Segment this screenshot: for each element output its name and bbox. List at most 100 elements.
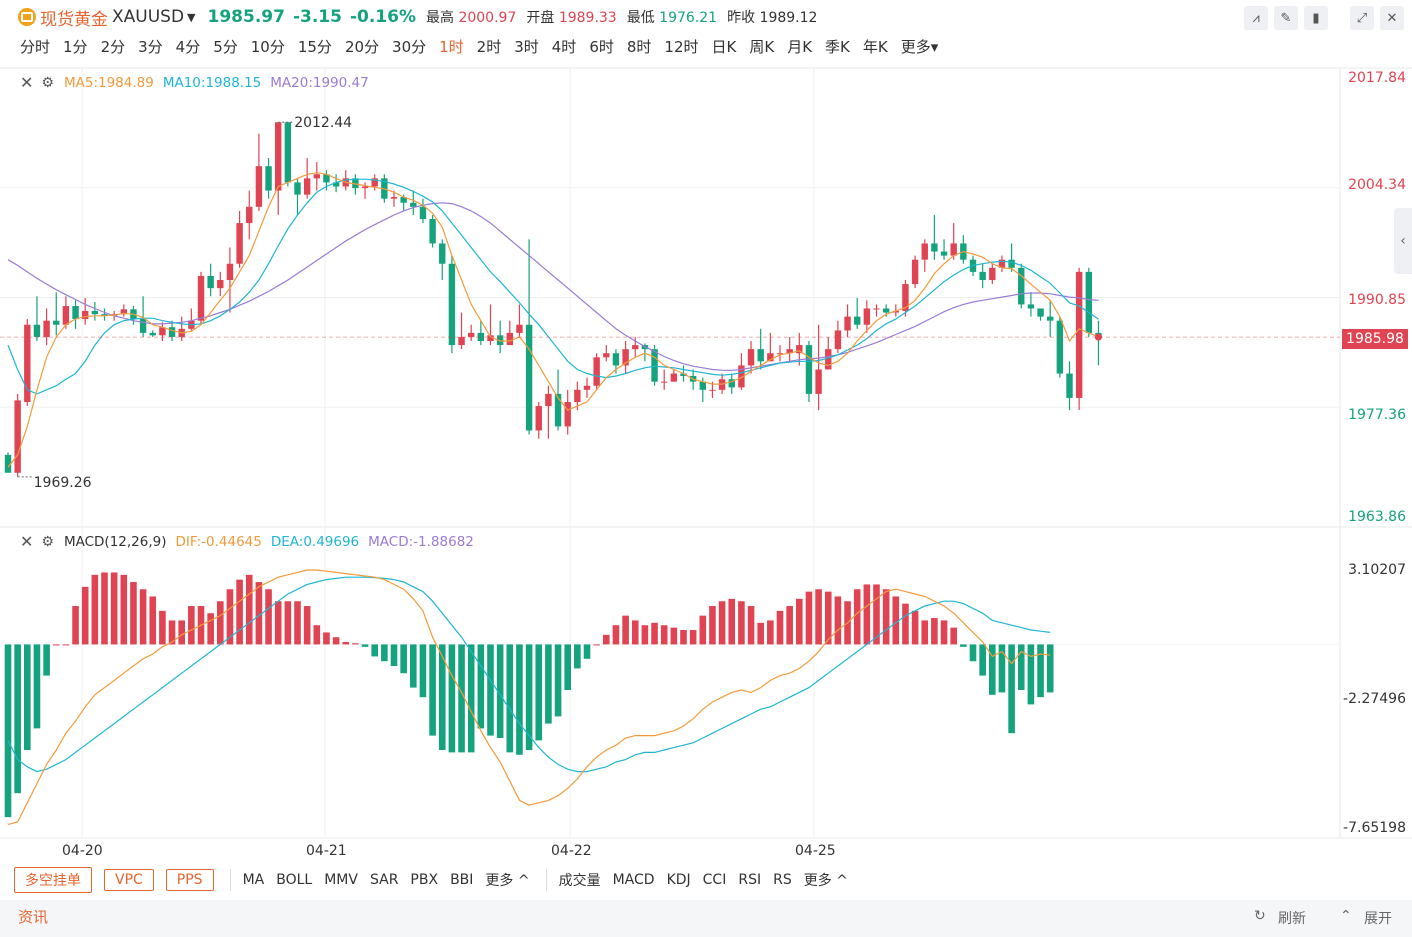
draw-pen-icon[interactable]: ✎ [1274, 6, 1298, 30]
chevron-left-icon[interactable]: ‹ [1394, 208, 1412, 274]
macd-bar [429, 644, 436, 736]
ma5-line [7, 172, 1099, 468]
expand-button[interactable]: 展开 [1364, 911, 1392, 927]
period-tab[interactable]: 更多▾ [900, 38, 939, 56]
period-tab[interactable]: 分时 [20, 38, 51, 56]
period-tab[interactable]: 15分 [297, 38, 332, 56]
candle-body [1008, 259, 1015, 268]
main-indicator-bbi[interactable]: BBI [450, 872, 474, 888]
macd-bar [1037, 644, 1044, 698]
indicator-icon[interactable]: ⩘ [1244, 6, 1268, 30]
macd-bar [969, 644, 977, 662]
pps-button[interactable]: PPS [165, 869, 214, 891]
period-tab[interactable]: 10分 [250, 38, 285, 56]
candle-body [1037, 308, 1044, 317]
macd-bar [641, 625, 649, 645]
sub-indicator-rs[interactable]: RS [773, 872, 792, 888]
period-tab[interactable]: 1分 [63, 38, 88, 56]
main-indicator-boll[interactable]: BOLL [276, 872, 313, 888]
candle-body [197, 275, 205, 321]
period-tab[interactable]: 20分 [344, 38, 380, 56]
period-tab[interactable]: 季K [825, 38, 850, 56]
main-indicator-pbx[interactable]: PBX [410, 872, 439, 888]
macd-bar [255, 582, 263, 645]
sub-indicator-kdj[interactable]: KDJ [666, 872, 691, 888]
period-tab[interactable]: 6时 [589, 38, 614, 56]
candle-body [14, 400, 21, 473]
news-tab[interactable]: 资讯 [18, 908, 49, 926]
candle-body [815, 369, 822, 394]
sub-indicator-volume[interactable]: 成交量 [558, 873, 601, 889]
period-tab[interactable]: 30分 [392, 38, 427, 56]
dea-line [7, 576, 1051, 773]
period-tab[interactable]: 2分 [100, 38, 126, 56]
candle-body [757, 349, 764, 362]
macd-bar [361, 644, 369, 647]
macd-bar [786, 606, 793, 645]
candle-body [525, 324, 533, 431]
low-label: 最低 [626, 10, 655, 26]
candle-body [361, 186, 369, 189]
close-icon[interactable]: ✕ [20, 73, 34, 92]
long-short-orders-button[interactable]: 多空挂单 [14, 867, 92, 893]
macd-bar [545, 644, 552, 724]
period-tab[interactable]: 年K [862, 38, 888, 56]
macd-bar [699, 615, 707, 645]
candle-body [545, 393, 552, 407]
settings-gear-icon[interactable]: ⚙ [41, 74, 54, 91]
sub-indicator-rsi[interactable]: RSI [738, 872, 762, 888]
candle-body [738, 365, 745, 388]
period-tab[interactable]: 8时 [626, 38, 652, 56]
refresh-icon[interactable]: ↻ [1254, 908, 1266, 924]
candle-body [902, 284, 909, 311]
main-indicator-sar[interactable]: SAR [369, 872, 399, 888]
period-tab[interactable]: 5分 [213, 38, 238, 56]
sub-indicator-cci[interactable]: CCI [702, 872, 727, 888]
candle-type-icon[interactable]: ▮ [1304, 6, 1328, 30]
period-tab[interactable]: 日K [711, 38, 737, 56]
main-indicator-mmv[interactable]: MMV [324, 872, 358, 888]
fullscreen-icon[interactable]: ⤢ [1350, 6, 1374, 30]
expand-icon[interactable]: ⌃ [1340, 908, 1352, 924]
macd-bar [33, 644, 41, 729]
main-indicator-ma[interactable]: MA [242, 872, 265, 888]
candle-body [24, 324, 31, 403]
candle-body [120, 309, 127, 315]
open-value: 1989.33 [558, 10, 617, 26]
refresh-button[interactable]: 刷新 [1278, 911, 1306, 927]
period-tab[interactable]: 12时 [664, 38, 699, 56]
period-tab[interactable]: 4分 [175, 38, 201, 56]
macd-bar [931, 618, 938, 645]
macd-bar [101, 572, 108, 645]
period-tab[interactable]: 2时 [476, 38, 502, 56]
macd-bar [120, 574, 128, 645]
period-tab[interactable]: 月K [787, 38, 813, 56]
vpc-button[interactable]: VPC [104, 869, 154, 891]
x-tick: 04-20 [62, 843, 103, 859]
period-tab[interactable]: 3时 [514, 38, 539, 56]
macd-bar [506, 644, 514, 753]
period-tab[interactable]: 1时 [439, 38, 464, 56]
chevron-down-icon[interactable]: ▼ [187, 10, 196, 24]
candle-body [419, 206, 427, 220]
sub-indicator-more[interactable]: 更多 ^ [803, 873, 848, 889]
candle-body [284, 122, 292, 183]
y-tick: 1990.85 [1348, 292, 1406, 308]
candle-body [892, 310, 899, 313]
close-icon[interactable]: ✕ [1380, 6, 1404, 30]
sub-indicator-macd[interactable]: MACD [612, 872, 655, 888]
period-tab[interactable]: 4时 [551, 38, 577, 56]
macd-value-legend: MACD:-1.88682 [368, 533, 474, 550]
macd-bar [873, 584, 880, 645]
macd-bar [438, 644, 446, 750]
period-tab[interactable]: 3分 [138, 38, 163, 56]
settings-gear-icon[interactable]: ⚙ [41, 533, 54, 550]
period-tab[interactable]: 周K [749, 38, 775, 56]
close-icon[interactable]: ✕ [20, 532, 34, 551]
macd-bar [815, 589, 822, 645]
macd-bar [979, 644, 986, 676]
main-indicator-more[interactable]: 更多 ^ [485, 873, 530, 889]
macd-bar [757, 622, 764, 645]
symbol-selector[interactable]: XAUUSD [112, 7, 185, 27]
candle-body [82, 310, 89, 320]
